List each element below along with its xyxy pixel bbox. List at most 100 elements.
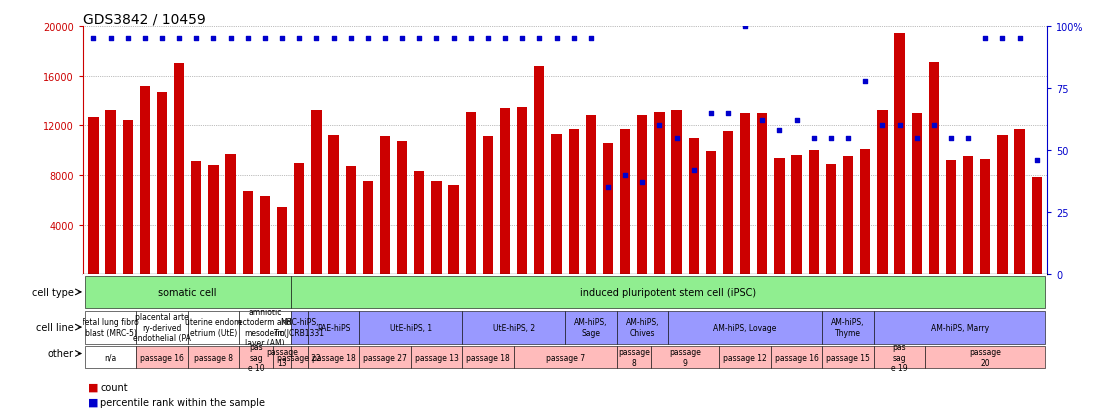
Bar	[616, 347, 650, 368]
Point	[1010, 36, 1028, 43]
Point	[222, 36, 239, 43]
Bar	[946, 161, 956, 275]
Text: passage 22: passage 22	[277, 353, 321, 362]
Bar	[465, 112, 476, 275]
Bar	[483, 137, 493, 275]
Point	[891, 123, 909, 129]
Point	[839, 135, 856, 142]
Bar	[963, 157, 973, 275]
Text: n/a: n/a	[104, 353, 116, 362]
Point	[788, 118, 806, 124]
Bar	[362, 182, 373, 275]
Bar	[89, 117, 99, 275]
Bar	[650, 347, 719, 368]
Point	[462, 36, 480, 43]
Point	[547, 36, 565, 43]
Text: passage 7: passage 7	[545, 353, 585, 362]
Point	[685, 167, 702, 174]
Bar	[740, 114, 750, 275]
Point	[496, 36, 514, 43]
Bar	[878, 111, 888, 275]
Bar	[225, 154, 236, 275]
Point	[325, 36, 342, 43]
Bar	[462, 311, 565, 344]
Point	[359, 36, 377, 43]
Text: count: count	[101, 382, 129, 392]
Text: passage 27: passage 27	[363, 353, 407, 362]
Bar	[123, 121, 133, 275]
Bar	[668, 311, 822, 344]
Bar	[243, 192, 253, 275]
Bar	[894, 34, 905, 275]
Bar	[136, 347, 187, 368]
Point	[753, 118, 771, 124]
Text: AM-hiPS,
Chives: AM-hiPS, Chives	[626, 318, 659, 337]
Bar	[174, 64, 184, 275]
Bar	[187, 347, 239, 368]
Bar	[514, 347, 616, 368]
Bar	[192, 162, 202, 275]
Bar	[290, 311, 308, 344]
Text: pas
sag
e 19: pas sag e 19	[891, 342, 907, 372]
Point	[907, 135, 925, 142]
Bar	[565, 311, 616, 344]
Point	[256, 36, 274, 43]
Point	[171, 36, 188, 43]
Text: amniotic
ectoderm and
mesoderm
layer (AM): amniotic ectoderm and mesoderm layer (AM…	[238, 307, 291, 347]
Bar	[825, 164, 837, 275]
Bar	[85, 311, 136, 344]
Bar	[517, 107, 527, 275]
Text: cell line: cell line	[35, 322, 73, 332]
Point	[274, 36, 291, 43]
Point	[599, 185, 617, 191]
Bar	[411, 347, 462, 368]
Bar	[208, 166, 218, 275]
Bar	[462, 347, 514, 368]
Point	[444, 36, 462, 43]
Bar	[688, 138, 699, 275]
Bar	[311, 111, 321, 275]
Point	[428, 36, 445, 43]
Text: passage 16: passage 16	[774, 353, 819, 362]
Text: UtE-hiPS, 2: UtE-hiPS, 2	[493, 323, 535, 332]
Point	[187, 36, 205, 43]
Bar	[616, 311, 668, 344]
Text: ■: ■	[88, 382, 99, 392]
Text: passage 15: passage 15	[827, 353, 870, 362]
Bar	[136, 311, 187, 344]
Bar	[552, 135, 562, 275]
Text: passage 8: passage 8	[194, 353, 233, 362]
Bar	[874, 347, 925, 368]
Bar	[380, 137, 390, 275]
Point	[737, 24, 755, 30]
Bar	[85, 347, 136, 368]
Bar	[981, 159, 991, 275]
Point	[976, 36, 994, 43]
Bar	[822, 311, 874, 344]
Bar	[654, 112, 665, 275]
Bar	[290, 276, 1045, 308]
Text: placental arte
ry-derived
endothelial (PA: placental arte ry-derived endothelial (P…	[133, 313, 191, 342]
Point	[994, 36, 1012, 43]
Bar	[85, 276, 290, 308]
Point	[565, 36, 583, 43]
Bar	[449, 185, 459, 275]
Text: AM-hiPS, Lovage: AM-hiPS, Lovage	[714, 323, 777, 332]
Bar	[187, 311, 239, 344]
Bar	[757, 114, 768, 275]
Bar	[637, 116, 647, 275]
Point	[804, 135, 822, 142]
Bar	[1015, 130, 1025, 275]
Point	[925, 123, 943, 129]
Point	[341, 36, 359, 43]
Point	[84, 36, 102, 43]
Text: passage 18: passage 18	[466, 353, 510, 362]
Bar	[774, 158, 784, 275]
Text: PAE-hiPS: PAE-hiPS	[317, 323, 350, 332]
Bar	[843, 157, 853, 275]
Text: UtE-hiPS, 1: UtE-hiPS, 1	[390, 323, 432, 332]
Point	[119, 36, 136, 43]
Bar	[414, 172, 424, 275]
Bar	[308, 347, 359, 368]
Bar	[277, 208, 287, 275]
